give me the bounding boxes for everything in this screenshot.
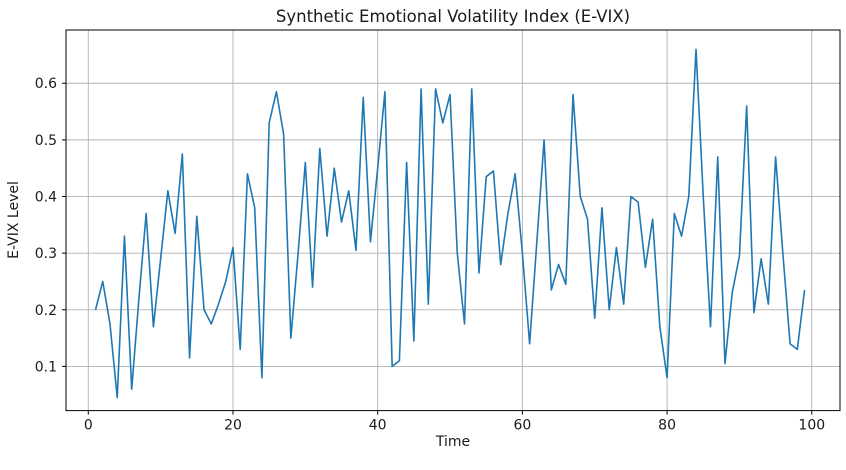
y-tick-label: 0.2: [35, 303, 57, 319]
y-tick-label: 0.3: [35, 246, 57, 262]
x-tick-label: 80: [658, 418, 676, 434]
x-axis-label: Time: [435, 434, 470, 450]
y-tick-label: 0.4: [35, 190, 57, 206]
x-tick-label: 0: [84, 418, 93, 434]
x-tick-label: 40: [369, 418, 387, 434]
y-tick-label: 0.6: [35, 76, 57, 92]
chart-title: Synthetic Emotional Volatility Index (E-…: [276, 7, 630, 26]
data-line: [94, 48, 806, 399]
grid-lines: [66, 30, 840, 411]
y-axis-label: E-VIX Level: [6, 181, 22, 259]
x-tick-label: 100: [798, 418, 825, 434]
plot-border: [65, 29, 841, 412]
series-e-vix: [94, 48, 806, 399]
axis-ticks: 0 20 40 60 80 100 0.1 0.2 0.3 0.4 0.5 0.6: [35, 76, 825, 433]
y-tick-label: 0.1: [35, 359, 57, 375]
x-tick-label: 60: [513, 418, 531, 434]
y-tick-label: 0.5: [35, 133, 57, 149]
x-tick-label: 20: [224, 418, 242, 434]
